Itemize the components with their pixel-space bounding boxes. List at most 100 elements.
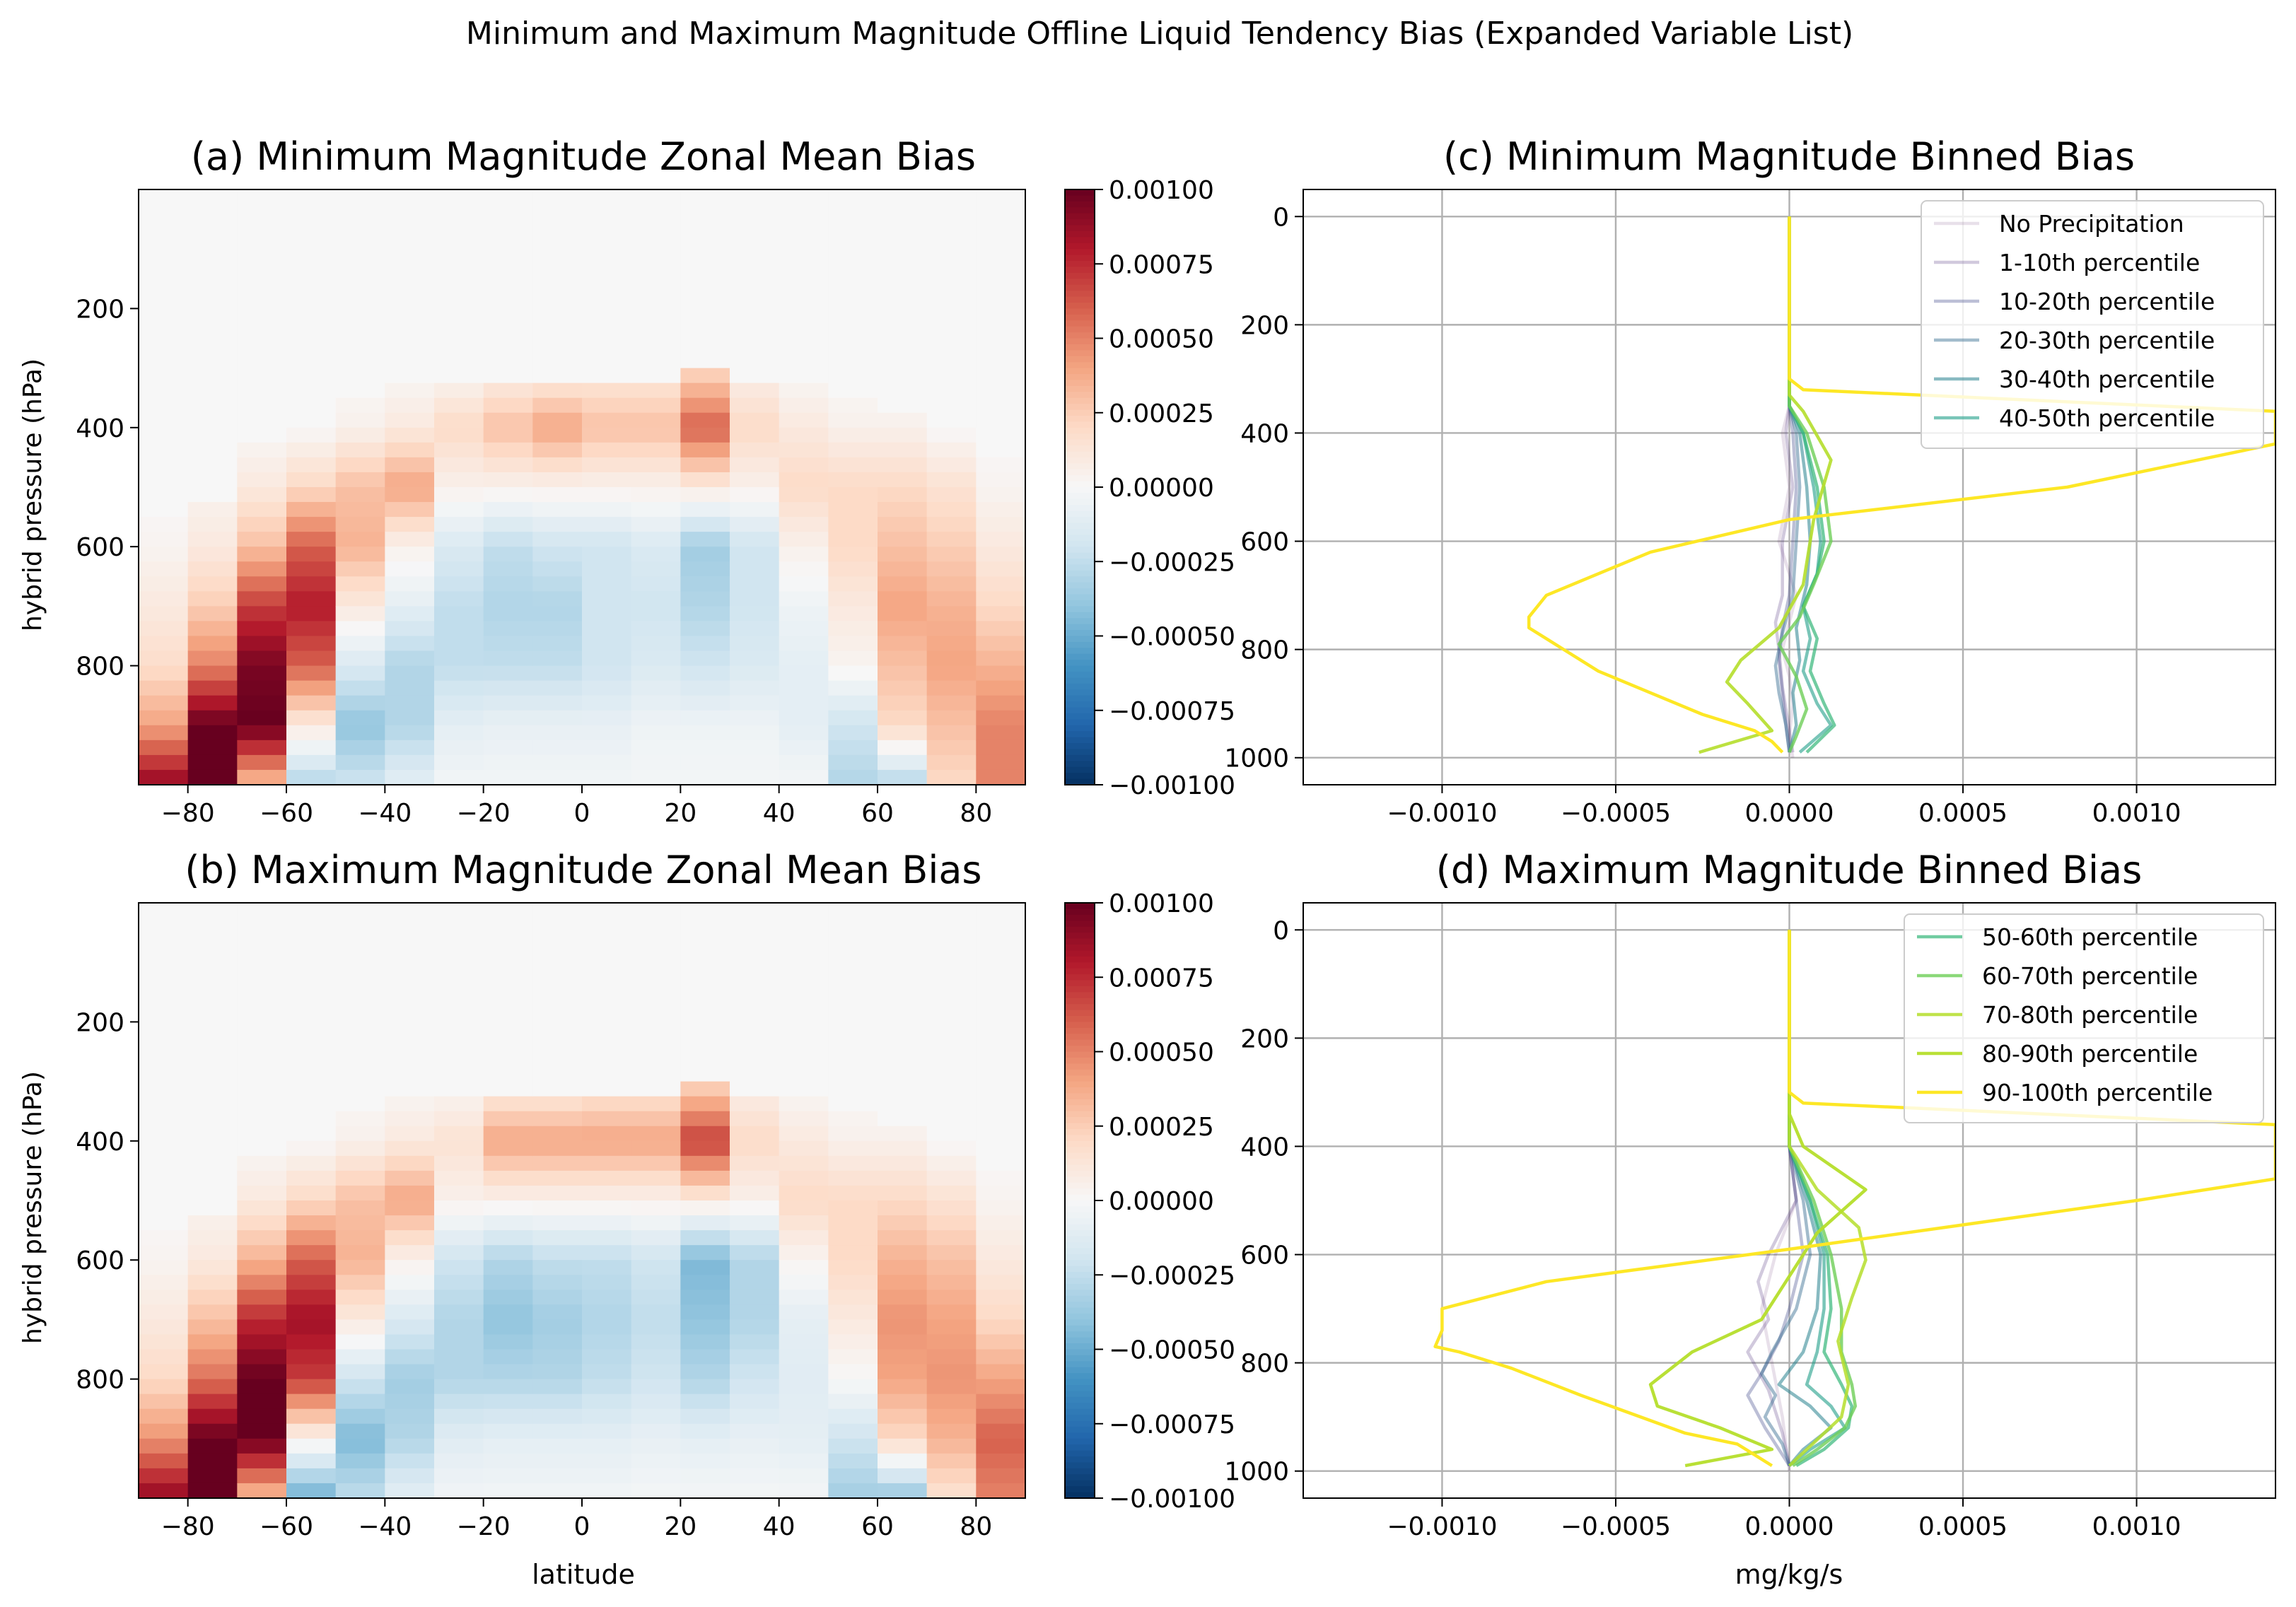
heatmap-cell [385,382,435,399]
heatmap-cell [976,591,1026,607]
heatmap-cell [139,279,189,294]
heatmap-cell [878,1126,928,1142]
heatmap-cell [237,308,287,325]
colorbar-segment [1065,1420,1095,1427]
heatmap-cell [286,1200,337,1216]
colorbar-segment [1065,1182,1095,1189]
heatmap-cell [286,754,337,771]
heatmap-cell [779,368,829,384]
heatmap-cell [385,1140,435,1157]
heatmap-cell [237,264,287,279]
heatmap-cell [631,710,681,726]
heatmap-cell [730,1126,780,1142]
heatmap-cell [237,472,287,488]
heatmap-cell [434,1379,484,1395]
heatmap-cell [335,769,385,785]
heatmap-cell [779,992,829,1007]
heatmap-cell [237,606,287,622]
heatmap-cell [237,903,287,918]
heatmap-cell [631,249,681,264]
heatmap-cell [828,1126,878,1142]
heatmap-cell [139,1423,189,1439]
heatmap-cell [286,547,337,562]
heatmap-cell [532,962,583,978]
colorbar-segment [1065,719,1095,726]
colorbar-segment [1065,261,1095,268]
heatmap-cell [237,1408,287,1425]
heatmap-cell [483,1230,533,1246]
heatmap-cell [187,1319,238,1336]
heatmap-cell [926,412,977,428]
colorbar-segment [1065,1069,1095,1076]
heatmap-cell [286,621,337,637]
heatmap-cell [828,382,878,399]
heatmap-cell [779,606,829,622]
heatmap-cell [286,591,337,607]
colorbar-segment [1065,1010,1095,1017]
heatmap-cell [976,1081,1026,1097]
heatmap-cell [237,1126,287,1142]
heatmap-cell [483,338,533,354]
heatmap-cell [335,1364,385,1380]
heatmap-cell [532,279,583,294]
heatmap-cell [532,1393,583,1410]
y-tick-label: 400 [76,1128,124,1157]
heatmap-cell [385,992,435,1007]
heatmap-cell [976,204,1026,220]
heatmap-cell [434,308,484,325]
heatmap-cell [926,264,977,279]
heatmap-cell [878,412,928,428]
heatmap-cell [187,189,238,205]
heatmap-cell [434,1081,484,1097]
heatmap-cell [286,933,337,948]
heatmap-cell [434,219,484,235]
heatmap-cell [878,710,928,726]
heatmap-cell [631,933,681,948]
colorbar-segment [1065,956,1095,963]
heatmap-cell [483,1111,533,1127]
panel-c-title: (c) Minimum Magnitude Binned Bias [1443,134,2135,179]
heatmap-cell [779,665,829,682]
colorbar-segment [1065,1415,1095,1422]
heatmap-cell [926,561,977,577]
heatmap-cell [582,517,632,532]
heatmap-cell [878,1140,928,1157]
heatmap-cell [335,219,385,235]
heatmap-cell [483,293,533,309]
colorbar-segment [1065,689,1095,696]
heatmap-cell [730,1468,780,1484]
heatmap-cell [532,517,583,532]
heatmap-cell [335,338,385,354]
heatmap-cell [878,591,928,607]
colorbar-segment [1065,1438,1095,1445]
heatmap-cell [582,427,632,443]
heatmap-cell [335,353,385,369]
colorbar-segment [1065,1319,1095,1326]
heatmap-cell [828,918,878,933]
heatmap-cell [532,502,583,518]
heatmap-cell [680,1007,730,1022]
heatmap-cell [187,532,238,547]
heatmap-cell [532,1483,583,1499]
heatmap-cell [139,457,189,473]
heatmap-cell [335,382,385,399]
heatmap-cell [237,1393,287,1410]
heatmap-cell [828,279,878,294]
heatmap-cell [335,1215,385,1231]
heatmap-cell [434,1349,484,1365]
heatmap-cell [828,1140,878,1157]
heatmap-cell [878,338,928,354]
legend-label: 10-20th percentile [1999,288,2215,315]
heatmap-cell [237,1022,287,1038]
colorbar-segment [1065,743,1095,750]
heatmap-cell [680,710,730,726]
heatmap-cell [779,279,829,294]
heatmap-cell [434,754,484,771]
heatmap-cell [730,189,780,205]
heatmap-cell [237,1290,287,1305]
heatmap-cell [483,1126,533,1142]
heatmap-cell [976,1453,1026,1469]
heatmap-cell [680,695,730,711]
colorbar-segment [1065,1480,1095,1487]
legend-label: 20-30th percentile [1999,327,2215,354]
